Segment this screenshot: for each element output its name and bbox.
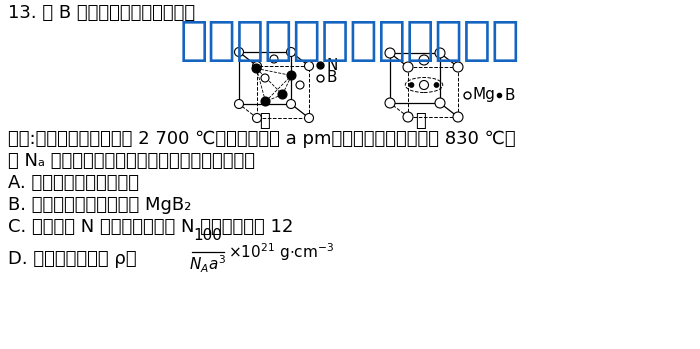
Circle shape [403, 62, 413, 72]
Text: B: B [505, 88, 515, 103]
Text: 乙: 乙 [414, 112, 426, 130]
Text: C. 图甲中与 N 等距离且最近的 N 原子的个数为 12: C. 图甲中与 N 等距离且最近的 N 原子的个数为 12 [8, 218, 293, 236]
Circle shape [304, 61, 314, 70]
Circle shape [253, 61, 262, 70]
Circle shape [278, 90, 287, 99]
Circle shape [419, 55, 429, 65]
Circle shape [409, 82, 414, 88]
Circle shape [403, 112, 413, 122]
Circle shape [253, 113, 262, 122]
Circle shape [252, 64, 261, 73]
Circle shape [453, 112, 463, 122]
Text: $N_A a^3$: $N_A a^3$ [190, 254, 227, 275]
Circle shape [434, 82, 439, 88]
Circle shape [287, 71, 296, 80]
Circle shape [296, 81, 304, 89]
Text: 设 Nₐ 为阿伏加德罗常数的値。下列叙述错误的是: 设 Nₐ 为阿伏加德罗常数的値。下列叙述错误的是 [8, 152, 255, 170]
Circle shape [385, 98, 395, 108]
Text: 13. 含 B 的两种晶体结构如图所示: 13. 含 B 的两种晶体结构如图所示 [8, 4, 195, 22]
Circle shape [234, 99, 244, 109]
Circle shape [419, 81, 428, 89]
Text: A. 图甲中晶体是共价晶体: A. 图甲中晶体是共价晶体 [8, 174, 139, 192]
Text: 已知:图甲中晶体的熳点为 2 700 ℃，晶胞参数为 a pm；图乙中晶体的熳点为 830 ℃。: 已知:图甲中晶体的熳点为 2 700 ℃，晶胞参数为 a pm；图乙中晶体的熳点… [8, 130, 516, 148]
Text: N: N [326, 58, 337, 73]
Circle shape [304, 113, 314, 122]
Circle shape [435, 48, 445, 58]
Circle shape [270, 55, 278, 63]
Circle shape [286, 99, 295, 109]
Circle shape [261, 97, 270, 106]
Circle shape [261, 74, 269, 82]
Text: B. 图乙中晶体的化学式为 MgB₂: B. 图乙中晶体的化学式为 MgB₂ [8, 196, 191, 214]
Text: 100: 100 [194, 228, 223, 243]
Text: Mg: Mg [473, 88, 496, 103]
Text: 微信公众号关注：趋找答案: 微信公众号关注：趋找答案 [180, 20, 520, 65]
Text: D. 图甲晶体的密度 ρ＝: D. 图甲晶体的密度 ρ＝ [8, 250, 136, 268]
Circle shape [286, 47, 295, 57]
Circle shape [435, 98, 445, 108]
Circle shape [385, 48, 395, 58]
Circle shape [453, 62, 463, 72]
Text: $\times 10^{21}\ \mathrm{g{\cdot}cm^{-3}}$: $\times 10^{21}\ \mathrm{g{\cdot}cm^{-3}… [228, 241, 334, 263]
Text: 甲: 甲 [260, 112, 270, 130]
Text: B: B [326, 70, 337, 86]
Circle shape [234, 47, 244, 57]
